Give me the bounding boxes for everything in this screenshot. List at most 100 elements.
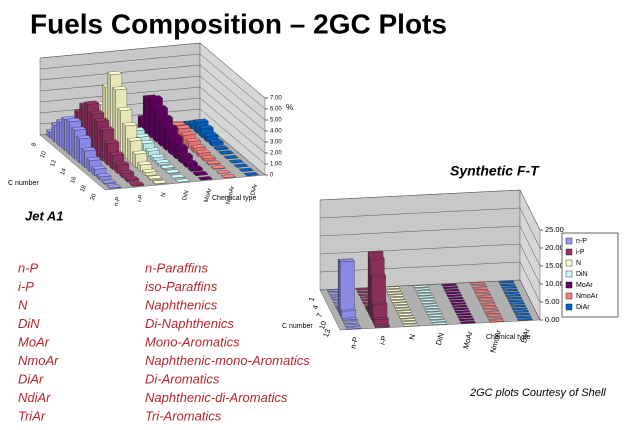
bar-side xyxy=(167,135,172,156)
bar xyxy=(210,165,226,170)
bar-top xyxy=(106,184,122,189)
bar xyxy=(416,293,433,296)
legend-swatch xyxy=(565,303,573,311)
bar-top xyxy=(185,137,201,142)
abbreviation: TriAr xyxy=(18,408,46,423)
bar xyxy=(476,295,493,299)
x-tick-label: 18 xyxy=(80,184,88,193)
bar-front xyxy=(341,310,356,319)
bar-top xyxy=(442,286,459,289)
bar xyxy=(483,308,499,312)
bar-top xyxy=(167,134,183,139)
z-tick-label: 2.00 xyxy=(270,151,282,157)
x-tick-label: 10 xyxy=(317,320,328,331)
bar xyxy=(426,311,442,315)
bar-top xyxy=(147,175,163,180)
bar xyxy=(400,318,416,322)
z-tick-label: 3.00 xyxy=(270,140,282,146)
bar-top xyxy=(456,312,472,316)
bar-top xyxy=(66,118,82,122)
bar xyxy=(420,301,437,304)
bar xyxy=(427,314,444,317)
bar xyxy=(452,304,468,308)
bar xyxy=(454,310,471,313)
legend-swatch xyxy=(565,259,573,267)
bar-top xyxy=(450,302,467,305)
abbreviation-meaning: Naphthenic-mono-Aromatics xyxy=(145,353,310,368)
z-tick-label: 5.00 xyxy=(270,118,282,124)
bar-side xyxy=(104,140,108,166)
bar-top xyxy=(238,167,254,172)
bar xyxy=(386,291,403,295)
bar xyxy=(124,176,140,183)
bar xyxy=(96,173,112,181)
bar xyxy=(373,317,389,326)
bar xyxy=(187,165,203,172)
bar-top xyxy=(374,324,390,327)
bar xyxy=(507,299,524,303)
z-tick-label: 6.00 xyxy=(270,107,282,113)
bar-side xyxy=(81,148,85,168)
z-tick-label: 25.00 xyxy=(545,225,564,234)
bar-side xyxy=(147,96,152,139)
legend-label: i-P xyxy=(576,249,585,256)
bar xyxy=(457,315,474,319)
bar-top xyxy=(482,306,498,309)
bar-top xyxy=(343,321,359,324)
series-label: n-P xyxy=(348,336,360,350)
bar xyxy=(487,316,503,320)
chart-title: Synthetic F-T xyxy=(450,163,540,179)
bar xyxy=(442,286,459,289)
bar-top xyxy=(475,292,491,296)
bar-top xyxy=(345,326,362,330)
bar xyxy=(415,290,432,293)
abbreviation: i-P xyxy=(18,279,34,294)
bar-top xyxy=(180,131,196,136)
bar xyxy=(484,311,501,315)
bar-top xyxy=(505,294,521,297)
bar xyxy=(478,298,494,301)
bar-top xyxy=(86,156,102,161)
bar-top xyxy=(129,181,145,186)
bar-side xyxy=(127,138,131,164)
series-label: N xyxy=(407,333,417,341)
bar xyxy=(192,170,208,177)
bar xyxy=(456,312,472,316)
grid-line xyxy=(319,189,541,231)
bar-top xyxy=(99,126,115,131)
bar-top xyxy=(445,291,462,295)
bar xyxy=(424,309,441,312)
bar-top xyxy=(446,294,463,297)
bar xyxy=(200,155,216,162)
bar xyxy=(142,168,158,177)
bar-top xyxy=(427,314,444,317)
bar xyxy=(215,169,231,174)
bar-top xyxy=(478,298,494,301)
bar-top xyxy=(483,308,499,312)
bar-side xyxy=(152,106,157,143)
bar xyxy=(431,322,448,325)
bar-top xyxy=(119,169,135,174)
bar xyxy=(414,287,430,291)
bar xyxy=(208,139,224,147)
series-label: MoAr xyxy=(204,188,214,203)
bar xyxy=(418,295,434,299)
bar-top xyxy=(454,310,471,313)
bar xyxy=(517,318,533,321)
bar-top xyxy=(213,145,229,150)
bar-side xyxy=(162,125,167,151)
bar xyxy=(513,310,529,313)
bar-top xyxy=(367,250,384,254)
bar-top xyxy=(139,140,156,144)
credit: 2GC plots Courtesy of Shell xyxy=(469,387,606,399)
bar xyxy=(499,283,516,287)
bar-top xyxy=(223,155,239,159)
bar xyxy=(238,167,254,172)
abbreviation: n-P xyxy=(18,260,39,275)
series-label: n-P xyxy=(114,196,122,207)
z-tick-label: 1.00 xyxy=(270,162,282,168)
bar-top xyxy=(507,299,524,303)
bar-top xyxy=(172,144,188,149)
bar-top xyxy=(114,161,130,166)
bar-top xyxy=(509,302,525,305)
